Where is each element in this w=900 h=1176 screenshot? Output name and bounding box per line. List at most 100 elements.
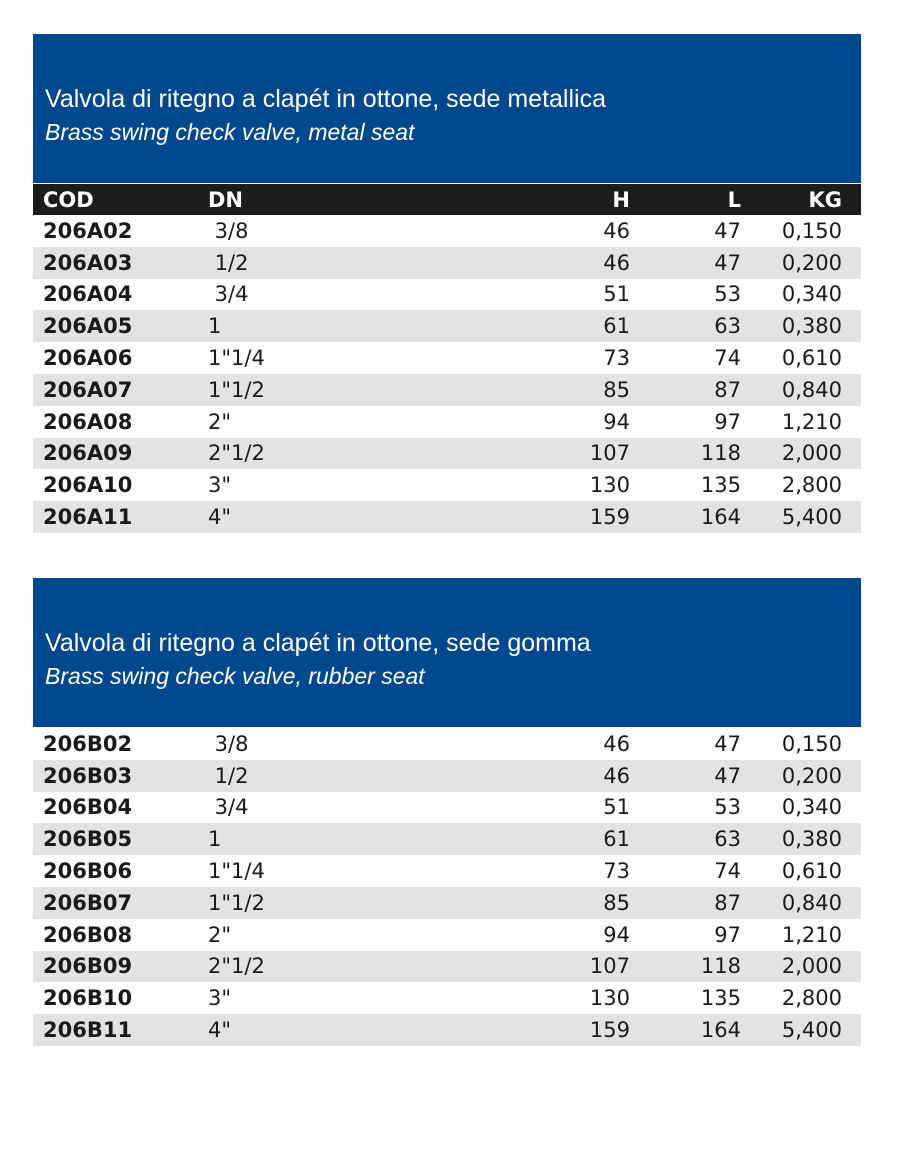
cell-dn: 1"1/4 bbox=[208, 346, 265, 371]
cell-l: 47 bbox=[714, 218, 741, 243]
cell-h: 46 bbox=[603, 250, 630, 275]
cell-h: 73 bbox=[603, 859, 630, 884]
table-header: COD DN H L KG bbox=[33, 184, 861, 215]
cell-dn: 4" bbox=[208, 505, 232, 530]
cell-kg: 1,210 bbox=[781, 922, 842, 947]
cell-kg: 2,000 bbox=[781, 954, 842, 979]
table-row: 206A07 1"1/2 85 87 0,840 bbox=[33, 373, 861, 406]
cell-l: 47 bbox=[714, 250, 741, 275]
cell-dn: 2"1/2 bbox=[208, 441, 265, 466]
cell-dn: 3/4 bbox=[208, 282, 249, 307]
section-banner: Valvola di ritegno a clapét in ottone, s… bbox=[33, 34, 861, 183]
cell-kg: 1,210 bbox=[781, 409, 842, 434]
cell-h: 94 bbox=[603, 409, 630, 434]
cell-cod: 206B03 bbox=[43, 763, 133, 788]
section-title: Valvola di ritegno a clapét in ottone, s… bbox=[45, 85, 606, 113]
cell-cod: 206B11 bbox=[43, 1018, 133, 1043]
table-row: 206B07 1"1/2 85 87 0,840 bbox=[33, 886, 861, 919]
cell-dn: 1"1/4 bbox=[208, 859, 265, 884]
cell-l: 87 bbox=[714, 377, 741, 402]
cell-l: 118 bbox=[700, 441, 741, 466]
cell-kg: 0,340 bbox=[781, 795, 842, 820]
cell-cod: 206B04 bbox=[43, 795, 133, 820]
cell-l: 135 bbox=[700, 473, 741, 498]
cell-l: 63 bbox=[714, 827, 741, 852]
cell-l: 118 bbox=[700, 954, 741, 979]
table-row: 206B02 3/8 46 47 0,150 bbox=[33, 728, 861, 760]
header-cod: COD bbox=[43, 187, 94, 212]
cell-h: 85 bbox=[603, 377, 630, 402]
section-subtitle: Brass swing check valve, metal seat bbox=[45, 119, 415, 145]
section-title: Valvola di ritegno a clapét in ottone, s… bbox=[45, 629, 591, 657]
cell-l: 87 bbox=[714, 890, 741, 915]
header-kg: KG bbox=[808, 187, 842, 212]
table-row: 206A02 3/8 46 47 0,150 bbox=[33, 215, 861, 247]
cell-h: 159 bbox=[589, 505, 630, 530]
cell-kg: 0,610 bbox=[781, 346, 842, 371]
cell-dn: 2" bbox=[208, 922, 232, 947]
cell-cod: 206A02 bbox=[43, 218, 133, 243]
table-row: 206B04 3/4 51 53 0,340 bbox=[33, 792, 861, 824]
cell-kg: 0,840 bbox=[781, 890, 842, 915]
cell-l: 47 bbox=[714, 731, 741, 756]
cell-cod: 206A06 bbox=[43, 346, 133, 371]
cell-h: 73 bbox=[603, 346, 630, 371]
cell-h: 46 bbox=[603, 731, 630, 756]
section-metal-seat: Valvola di ritegno a clapét in ottone, s… bbox=[33, 34, 861, 533]
cell-l: 135 bbox=[700, 986, 741, 1011]
cell-cod: 206B02 bbox=[43, 731, 133, 756]
cell-dn: 2"1/2 bbox=[208, 954, 265, 979]
cell-h: 159 bbox=[589, 1018, 630, 1043]
cell-cod: 206B10 bbox=[43, 986, 133, 1011]
cell-kg: 0,200 bbox=[781, 763, 842, 788]
section-subtitle: Brass swing check valve, rubber seat bbox=[45, 663, 425, 689]
table-row: 206A06 1"1/4 73 74 0,610 bbox=[33, 342, 861, 374]
cell-l: 63 bbox=[714, 314, 741, 339]
cell-h: 61 bbox=[603, 827, 630, 852]
cell-dn: 4" bbox=[208, 1018, 232, 1043]
cell-kg: 2,800 bbox=[781, 473, 842, 498]
cell-kg: 2,000 bbox=[781, 441, 842, 466]
cell-l: 164 bbox=[700, 1018, 741, 1043]
cell-dn: 3" bbox=[208, 473, 232, 498]
cell-dn: 2" bbox=[208, 409, 232, 434]
cell-cod: 206B09 bbox=[43, 954, 133, 979]
table-row: 206B03 1/2 46 47 0,200 bbox=[33, 759, 861, 792]
cell-kg: 0,840 bbox=[781, 377, 842, 402]
cell-kg: 5,400 bbox=[781, 505, 842, 530]
cell-cod: 206B08 bbox=[43, 922, 133, 947]
table-row: 206A04 3/4 51 53 0,340 bbox=[33, 279, 861, 311]
cell-dn: 1 bbox=[208, 314, 222, 339]
cell-cod: 206A03 bbox=[43, 250, 133, 275]
table-body: 206B02 3/8 46 47 0,150 206B03 1/2 46 47 0,200 20… bbox=[33, 728, 861, 1046]
cell-cod: 206B05 bbox=[43, 827, 133, 852]
table-row: 206A03 1/2 46 47 0,200 bbox=[33, 246, 861, 279]
cell-dn: 3/8 bbox=[208, 731, 249, 756]
cell-l: 74 bbox=[714, 346, 741, 371]
cell-cod: 206A10 bbox=[43, 473, 133, 498]
table-row: 206A09 2"1/2 107 118 2,000 bbox=[33, 437, 861, 470]
cell-l: 53 bbox=[714, 795, 741, 820]
cell-dn: 3/4 bbox=[208, 795, 249, 820]
table-row: 206B06 1"1/4 73 74 0,610 bbox=[33, 855, 861, 887]
table-row: 206B11 4" 159 164 5,400 bbox=[33, 1014, 861, 1046]
cell-l: 97 bbox=[714, 922, 741, 947]
cell-kg: 0,340 bbox=[781, 282, 842, 307]
cell-h: 51 bbox=[603, 795, 630, 820]
cell-kg: 0,150 bbox=[781, 731, 842, 756]
table-row: 206B08 2" 94 97 1,210 bbox=[33, 919, 861, 951]
cell-dn: 1/2 bbox=[208, 250, 249, 275]
cell-dn: 3" bbox=[208, 986, 232, 1011]
header-dn: DN bbox=[208, 187, 244, 212]
cell-kg: 0,380 bbox=[781, 827, 842, 852]
cell-l: 47 bbox=[714, 763, 741, 788]
cell-kg: 0,610 bbox=[781, 859, 842, 884]
cell-kg: 5,400 bbox=[781, 1018, 842, 1043]
cell-l: 164 bbox=[700, 505, 741, 530]
cell-kg: 2,800 bbox=[781, 986, 842, 1011]
cell-h: 61 bbox=[603, 314, 630, 339]
cell-cod: 206A05 bbox=[43, 314, 133, 339]
cell-dn: 1"1/2 bbox=[208, 890, 265, 915]
table-row: 206A05 1 61 63 0,380 bbox=[33, 310, 861, 343]
cell-kg: 0,380 bbox=[781, 314, 842, 339]
